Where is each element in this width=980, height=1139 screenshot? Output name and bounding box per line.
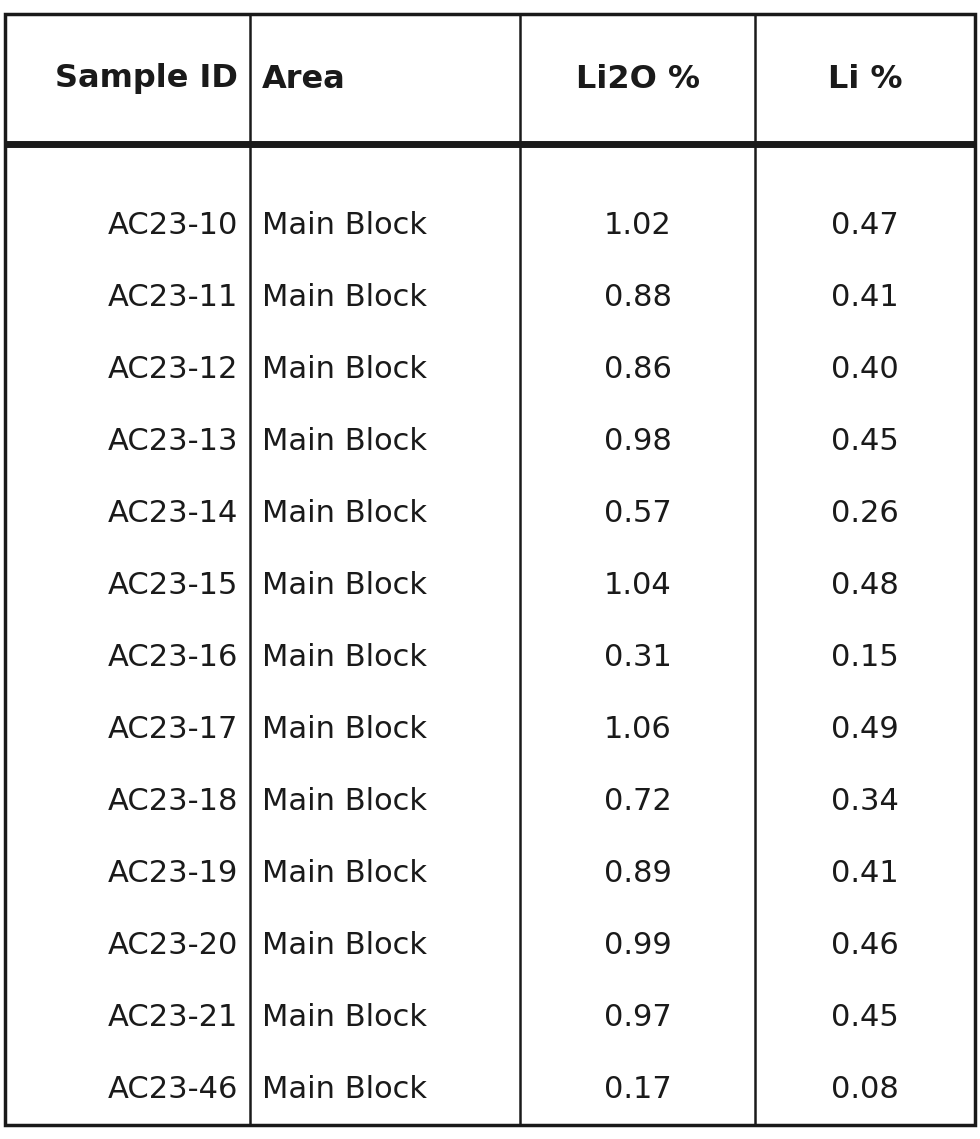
Text: AC23-12: AC23-12 (108, 354, 238, 384)
Text: 0.26: 0.26 (831, 499, 899, 527)
Text: Main Block: Main Block (262, 282, 427, 311)
Text: AC23-17: AC23-17 (108, 714, 238, 744)
Text: 0.45: 0.45 (831, 426, 899, 456)
Text: Main Block: Main Block (262, 571, 427, 599)
Text: Li %: Li % (828, 64, 903, 95)
Text: 1.06: 1.06 (604, 714, 671, 744)
Text: Main Block: Main Block (262, 787, 427, 816)
Text: 0.46: 0.46 (831, 931, 899, 959)
Text: 0.86: 0.86 (604, 354, 671, 384)
Text: Main Block: Main Block (262, 859, 427, 887)
Text: 0.89: 0.89 (604, 859, 671, 887)
Text: AC23-11: AC23-11 (108, 282, 238, 311)
Text: AC23-16: AC23-16 (108, 642, 238, 672)
Text: 0.57: 0.57 (604, 499, 671, 527)
Text: AC23-19: AC23-19 (108, 859, 238, 887)
Text: 0.47: 0.47 (831, 211, 899, 239)
Text: Main Block: Main Block (262, 499, 427, 527)
Text: 0.72: 0.72 (604, 787, 671, 816)
Text: Main Block: Main Block (262, 426, 427, 456)
Text: Area: Area (262, 64, 346, 95)
Text: 0.98: 0.98 (604, 426, 671, 456)
Text: AC23-15: AC23-15 (108, 571, 238, 599)
Text: 0.41: 0.41 (831, 859, 899, 887)
Text: 1.04: 1.04 (604, 571, 671, 599)
Text: 0.48: 0.48 (831, 571, 899, 599)
Text: Main Block: Main Block (262, 1074, 427, 1104)
Text: 0.31: 0.31 (604, 642, 671, 672)
Text: Main Block: Main Block (262, 1002, 427, 1032)
Text: 0.34: 0.34 (831, 787, 899, 816)
Text: Sample ID: Sample ID (55, 64, 238, 95)
Text: 0.49: 0.49 (831, 714, 899, 744)
Text: AC23-21: AC23-21 (108, 1002, 238, 1032)
Text: Main Block: Main Block (262, 642, 427, 672)
Text: 0.97: 0.97 (604, 1002, 671, 1032)
Text: AC23-10: AC23-10 (108, 211, 238, 239)
Text: 0.41: 0.41 (831, 282, 899, 311)
Text: AC23-13: AC23-13 (108, 426, 238, 456)
Text: 1.02: 1.02 (604, 211, 671, 239)
Text: 0.17: 0.17 (604, 1074, 671, 1104)
Text: AC23-14: AC23-14 (108, 499, 238, 527)
Text: 0.15: 0.15 (831, 642, 899, 672)
Text: Li2O %: Li2O % (575, 64, 700, 95)
Text: 0.08: 0.08 (831, 1074, 899, 1104)
Text: 0.45: 0.45 (831, 1002, 899, 1032)
Text: Main Block: Main Block (262, 931, 427, 959)
Text: Main Block: Main Block (262, 354, 427, 384)
Text: AC23-18: AC23-18 (108, 787, 238, 816)
Text: 0.40: 0.40 (831, 354, 899, 384)
Text: 0.88: 0.88 (604, 282, 671, 311)
Text: AC23-20: AC23-20 (108, 931, 238, 959)
Text: AC23-46: AC23-46 (108, 1074, 238, 1104)
Text: Main Block: Main Block (262, 211, 427, 239)
Text: Main Block: Main Block (262, 714, 427, 744)
Text: 0.99: 0.99 (604, 931, 671, 959)
